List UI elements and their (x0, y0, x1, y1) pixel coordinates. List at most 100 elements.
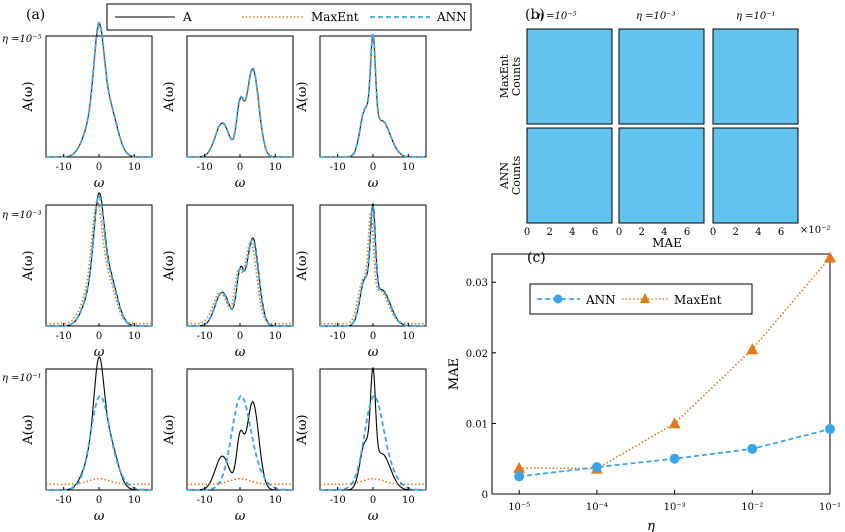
x-tick-label: -10 (197, 495, 213, 506)
spectral-frame (45, 204, 153, 327)
x-tick-label: -10 (330, 495, 346, 506)
hist-frame (712, 28, 799, 125)
x-tick-label: 0 (370, 495, 376, 506)
hist-x-tick-label: 2 (546, 227, 552, 238)
mae-y-tick-label: 0 (482, 490, 488, 501)
spectral-panel-r2-c1: -10 0 10 ω A(ω) (21, 192, 153, 360)
hist-row-label: MaxEnt (498, 54, 511, 98)
legend-a: A MaxEnt ANN (106, 3, 472, 31)
hist-x-tick-label: 4 (755, 227, 761, 238)
x-tick-label: 10 (128, 495, 141, 506)
mae-legend: ANN MaxEnt (529, 283, 753, 315)
spectral-frame (319, 368, 427, 491)
x-axis-label: ω (368, 176, 379, 191)
x-axis-label: ω (94, 509, 105, 524)
spectral-panel-r3-c2: -10 0 10 ω A(ω) (162, 368, 294, 524)
curve-ann (320, 33, 426, 158)
eta-label-row3: η =10⁻¹ (2, 373, 42, 384)
y-axis-label: A(ω) (295, 414, 310, 445)
curve-exact (187, 401, 293, 491)
x-tick-label: 10 (402, 331, 415, 342)
mae-chart: 0 0.01 0.02 0.03 10⁻⁵ 10⁻⁴ 10⁻³ 10⁻² 10⁻¹ η MAE ANN… (447, 251, 841, 532)
mae-legend-marker-ann (553, 294, 563, 304)
mae-frame (491, 253, 831, 495)
hist-eta-2: η =10⁻³ (636, 11, 676, 22)
y-axis-label: A(ω) (162, 81, 177, 112)
eta-label-row2: η =10⁻³ (2, 210, 42, 221)
x-axis-label: ω (235, 509, 246, 524)
x-tick-label: 10 (269, 495, 282, 506)
curve-maxent (320, 35, 426, 158)
hist-x-tick-label: 4 (661, 227, 667, 238)
x-tick-label: 10 (269, 331, 282, 342)
x-tick-label: 0 (370, 162, 376, 173)
panel-label-a: (a) (26, 7, 45, 23)
mae-x-tick-label: 10⁻⁴ (586, 502, 608, 513)
x-tick-label: 10 (128, 162, 141, 173)
hist-frame (618, 28, 705, 125)
curve-exact (187, 68, 293, 158)
x-tick-label: 0 (96, 495, 102, 506)
hist-panel-r1-c3 (712, 28, 799, 125)
hist-panel-r2-c2: 0 2 4 6 (616, 127, 705, 238)
mae-y-axis-label: MAE (447, 358, 462, 390)
eta-label-row1: η =10⁻⁵ (2, 34, 42, 45)
mae-y-tick-label: 0.01 (466, 419, 488, 430)
hist-frame (526, 28, 613, 125)
hist-frame (712, 127, 799, 224)
legend-a-label-maxent: MaxEnt (311, 10, 359, 24)
legend-a-label-ann: ANN (436, 10, 467, 24)
hist-frame (526, 127, 613, 224)
curve-ann (320, 206, 426, 327)
curve-maxent (187, 477, 293, 486)
mae-legend-label-ann: ANN (585, 293, 616, 307)
hist-panel-r2-c1: 0 2 4 6 (524, 127, 613, 238)
spectral-panel-r2-c3: -10 0 10 ω A(ω) (295, 203, 427, 360)
x-tick-label: 0 (237, 495, 243, 506)
hist-x-tick-label: 0 (710, 227, 716, 238)
spectral-panel-r1-c3: -10 0 10 ω A(ω) (295, 33, 427, 191)
x-tick-label: -10 (330, 162, 346, 173)
spectral-panel-r3-c3: -10 0 10 ω A(ω) (295, 367, 427, 524)
x-tick-label: -10 (197, 331, 213, 342)
x-tick-label: 0 (237, 331, 243, 342)
hist-x-tick-label: 4 (569, 227, 575, 238)
x-tick-label: -10 (330, 331, 346, 342)
hist-panel-r2-c3: 0 2 4 6 (710, 127, 799, 238)
curve-maxent (320, 211, 426, 325)
spectral-panel-r2-c2: -10 0 10 ω A(ω) (162, 204, 294, 360)
curve-ann (46, 193, 152, 327)
x-axis-label: ω (235, 176, 246, 191)
x-axis-label: ω (94, 176, 105, 191)
mae-x-tick-label: 10⁻³ (664, 502, 686, 513)
panel-label-b: (b) (525, 7, 545, 23)
mae-point-ann (747, 443, 758, 454)
curve-maxent (46, 477, 152, 486)
x-tick-label: -10 (56, 495, 72, 506)
curve-ann (187, 238, 293, 327)
hist-eta-3: η =10⁻¹ (736, 11, 776, 22)
mae-point-maxent (513, 461, 526, 473)
y-axis-label: A(ω) (21, 81, 36, 112)
mae-point-ann (514, 471, 525, 482)
legend-a-label-exact: A (182, 10, 192, 24)
spectral-panel-r3-c1: -10 0 10 ω A(ω) (21, 356, 153, 524)
spectral-frame (319, 35, 427, 158)
hist-x-tick-label: 0 (524, 227, 530, 238)
mae-legend-marker-maxent (640, 293, 650, 303)
curve-exact (320, 34, 426, 158)
curve-maxent (187, 241, 293, 325)
y-axis-label: A(ω) (162, 414, 177, 445)
mae-point-maxent (668, 417, 681, 429)
mae-x-tick-label: 10⁻¹ (819, 502, 841, 513)
mae-y-tick-label: 0.03 (466, 278, 488, 289)
hist-panel-r1-c1 (526, 28, 613, 125)
x-tick-label: 10 (402, 162, 415, 173)
x-tick-label: 0 (237, 162, 243, 173)
curve-exact (187, 237, 293, 327)
curve-exact (46, 23, 152, 158)
x-tick-label: -10 (56, 162, 72, 173)
mae-point-ann (591, 462, 602, 473)
